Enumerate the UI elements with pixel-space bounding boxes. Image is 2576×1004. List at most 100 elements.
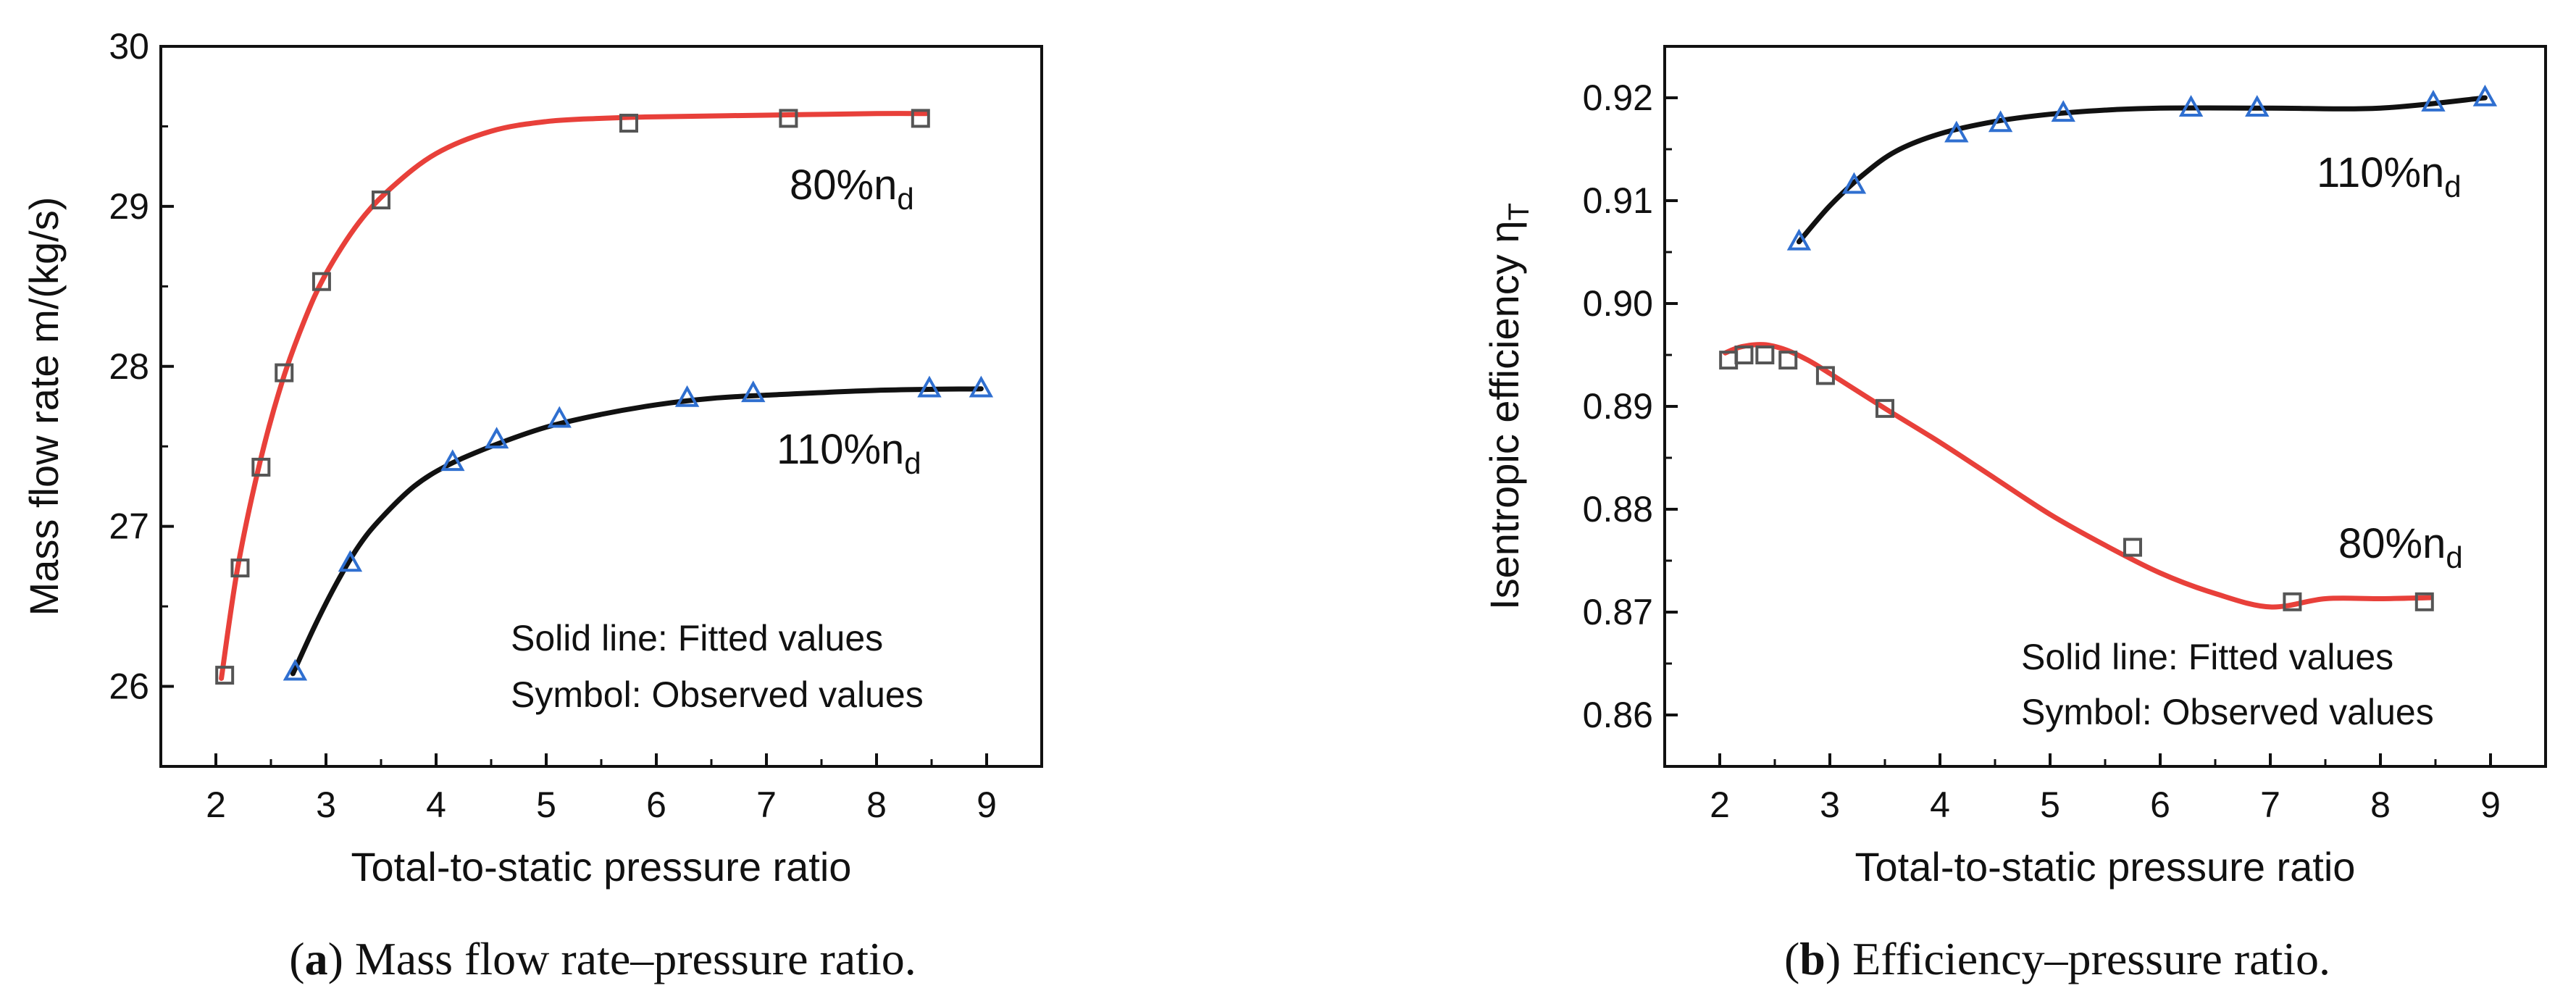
observed-point-square (1755, 346, 1775, 364)
x-tick-label: 5 (2040, 785, 2060, 825)
panel-a-label-80nd: 80%nd (790, 162, 914, 216)
y-tick-label: 0.87 (1583, 592, 1653, 632)
observed-point-triangle (2178, 95, 2204, 117)
observed-point-triangle (2472, 84, 2498, 106)
panel-b-legend-fitted: Solid line: Fitted values (2021, 637, 2393, 677)
fitted-curve-110pctn-d (290, 386, 984, 677)
panel-a-y-axis-title: Mass flow rate m/(kg/s) (21, 197, 67, 616)
observed-point-square (779, 109, 798, 128)
observed-point-triangle (283, 658, 308, 681)
panel-a-label-80nd-main: 80%n (790, 162, 897, 209)
observed-point-triangle (1944, 120, 1969, 143)
observed-point-triangle (440, 449, 465, 472)
y-tick-label: 29 (109, 186, 149, 227)
panel-b-efficiency-chart: 2 3 4 5 6 7 8 9 0.86 0.87 0.88 0.89 0.90 0.91 0.92 To… (1481, 45, 2547, 984)
panel-b-series (1719, 84, 2498, 611)
observed-point-square (230, 559, 250, 578)
observed-point-square (2414, 592, 2434, 611)
panel-b-y-axis-title-sub: T (1503, 203, 1535, 220)
panel-b-y-ticks: 0.86 0.87 0.88 0.89 0.90 0.91 0.92 (1583, 78, 1678, 735)
observed-point-triangle (1988, 110, 2013, 133)
panel-a-caption-open: ( (289, 933, 304, 984)
observed-point-triangle (1786, 228, 1812, 251)
x-tick-label: 8 (2370, 785, 2391, 825)
panel-a-caption: (a) Mass flow rate–pressure ratio. (289, 933, 916, 984)
observed-point-triangle (741, 380, 766, 403)
fitted-curve-80pctn-d (219, 111, 929, 681)
panel-a-x-ticks: 2 3 4 5 6 7 8 9 (206, 753, 997, 825)
observed-point-triangle (547, 406, 572, 428)
fitted-curve-110pctn-d (1796, 95, 2488, 245)
observed-point-square (911, 109, 930, 128)
x-tick-label: 4 (426, 785, 446, 825)
panel-b-caption-letter: b (1799, 933, 1826, 984)
panel-b-label-110nd-sub: d (2444, 170, 2461, 204)
panel-a-series (215, 109, 994, 685)
observed-point-triangle (2421, 90, 2446, 112)
y-tick-label: 0.90 (1583, 283, 1653, 324)
panel-b-legend-observed: Symbol: Observed values (2021, 692, 2434, 732)
x-tick-label: 5 (536, 785, 556, 825)
observed-point-square (1719, 351, 1739, 370)
x-tick-label: 7 (2260, 785, 2280, 825)
panel-a-legend-observed: Symbol: Observed values (511, 674, 924, 715)
y-tick-label: 28 (109, 346, 149, 387)
observed-point-square (2283, 592, 2302, 611)
y-tick-label: 0.91 (1583, 180, 1653, 221)
x-tick-label: 9 (2480, 785, 2501, 825)
panel-b-y-axis-title-main: Isentropic efficiency η (1481, 220, 1527, 609)
x-tick-label: 9 (977, 785, 997, 825)
panel-b-label-80nd-sub: d (2446, 540, 2462, 574)
panel-a-caption-letter: a (305, 933, 328, 984)
x-tick-label: 2 (1710, 785, 1730, 825)
observed-point-triangle (674, 385, 700, 407)
panel-b-caption-rest: ) Efficiency–pressure ratio. (1826, 933, 2330, 984)
panel-a-caption-rest: ) Mass flow rate–pressure ratio. (328, 933, 916, 984)
x-tick-label: 8 (866, 785, 887, 825)
observed-point-square (275, 363, 294, 382)
observed-point-square (251, 457, 271, 477)
y-tick-label: 0.92 (1583, 78, 1653, 118)
panel-b-caption-open: ( (1784, 933, 1799, 984)
panel-a-label-110nd: 110%nd (777, 426, 921, 480)
x-tick-label: 2 (206, 785, 226, 825)
observed-point-square (1875, 398, 1894, 418)
panel-b-label-110nd-main: 110%n (2317, 149, 2444, 196)
observed-point-square (619, 114, 638, 133)
observed-point-triangle (2051, 100, 2075, 122)
y-tick-label: 27 (109, 506, 149, 547)
panel-b-y-axis-title: Isentropic efficiency ηT (1481, 203, 1535, 610)
y-tick-label: 0.89 (1583, 386, 1653, 427)
observed-point-triangle (917, 375, 942, 398)
y-tick-label: 26 (109, 666, 149, 707)
y-tick-label: 0.86 (1583, 695, 1653, 735)
panel-a-mass-flow-chart: 2 3 4 5 6 7 8 9 26 27 28 29 30 Total-to-static pres… (21, 26, 1043, 984)
observed-point-square (2123, 537, 2142, 557)
observed-point-square (1815, 366, 1835, 385)
observed-point-triangle (969, 375, 994, 398)
x-tick-label: 6 (2150, 785, 2170, 825)
panel-b-x-axis-title: Total-to-static pressure ratio (1855, 844, 2356, 890)
panel-a-label-110nd-main: 110%n (777, 426, 904, 473)
observed-point-square (1734, 346, 1754, 364)
observed-point-triangle (1841, 172, 1867, 194)
observed-point-triangle (484, 427, 509, 449)
y-tick-label: 0.88 (1583, 489, 1653, 530)
observed-point-square (311, 272, 331, 291)
panel-a-y-ticks: 26 27 28 29 30 (109, 26, 174, 707)
panel-a-label-110nd-sub: d (904, 446, 921, 480)
observed-point-triangle (2245, 95, 2270, 117)
x-tick-label: 6 (646, 785, 666, 825)
panel-b-label-80nd-main: 80%n (2338, 520, 2446, 567)
observed-point-square (1778, 351, 1798, 370)
panel-a-x-axis-title: Total-to-static pressure ratio (351, 844, 852, 890)
observed-point-square (215, 666, 235, 685)
panel-b-label-80nd: 80%nd (2338, 520, 2463, 574)
y-tick-label: 30 (109, 26, 149, 67)
panel-b-caption: (b) Efficiency–pressure ratio. (1784, 933, 2330, 984)
panel-b-label-110nd: 110%nd (2317, 149, 2462, 204)
panel-b-x-ticks: 2 3 4 5 6 7 8 9 (1710, 753, 2501, 825)
x-tick-label: 3 (316, 785, 336, 825)
observed-point-square (372, 191, 390, 210)
